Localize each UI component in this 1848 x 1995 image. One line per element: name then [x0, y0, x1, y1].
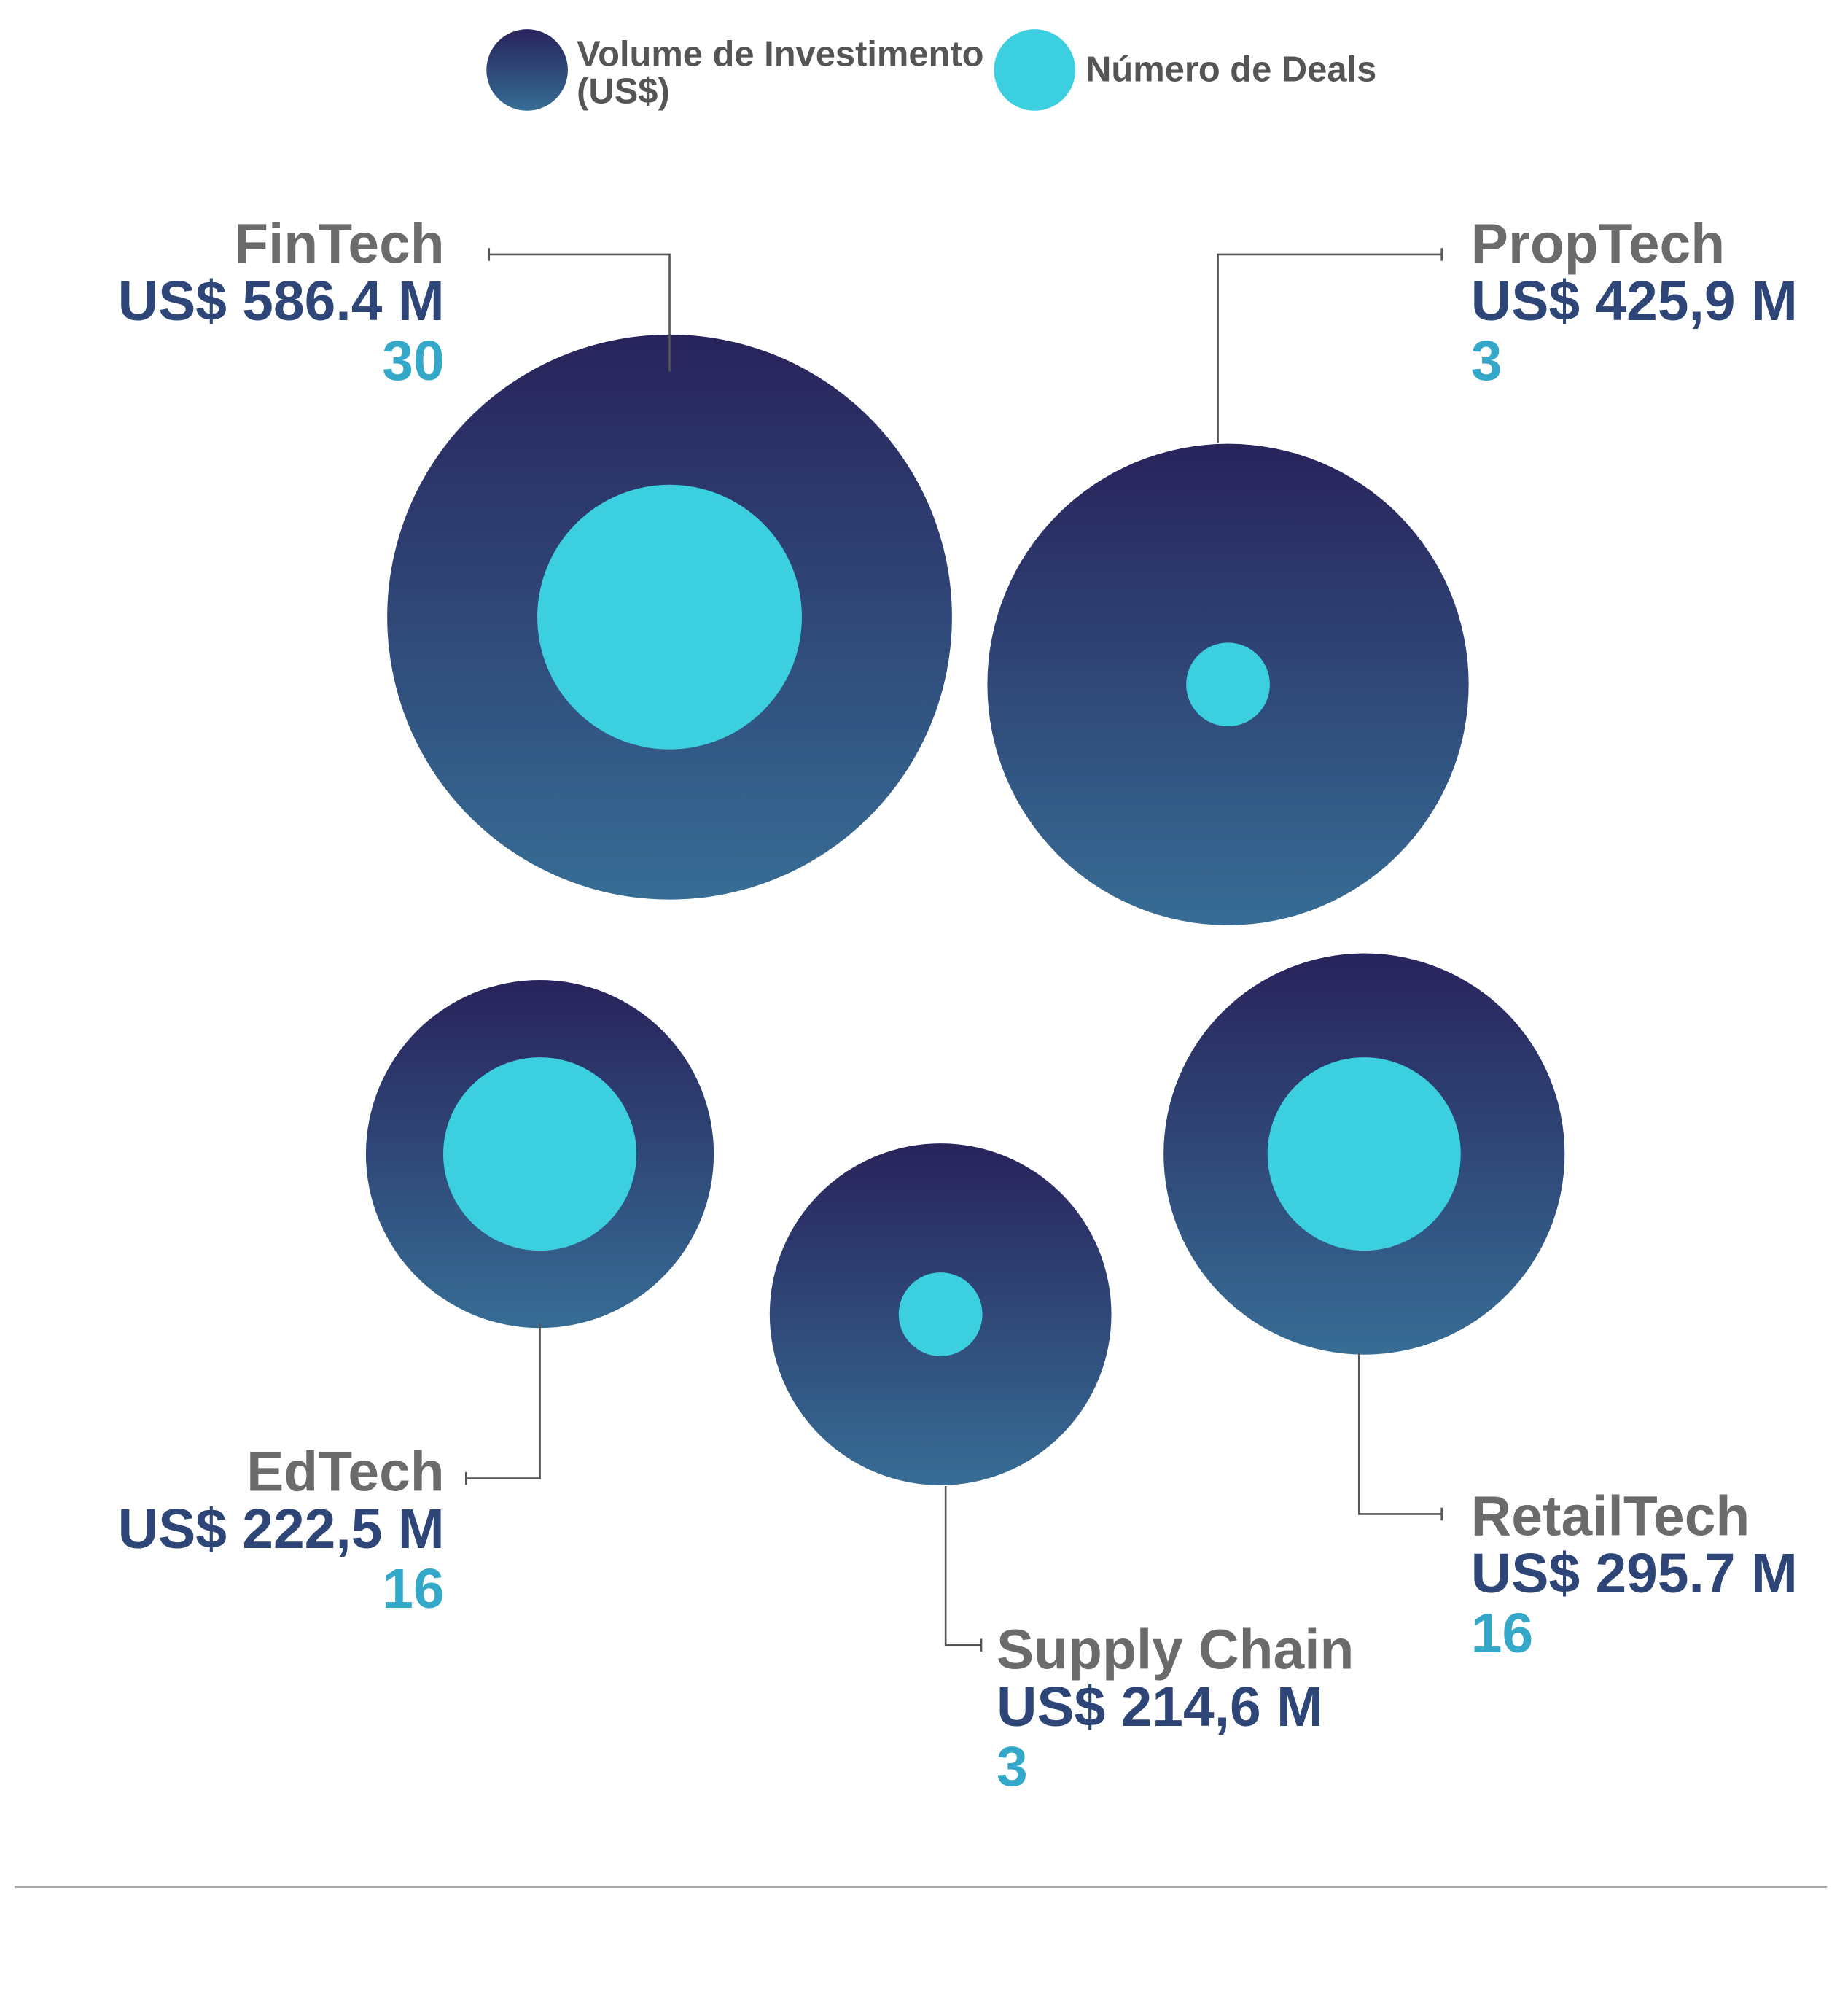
volume-label: US$ 214,6 M: [997, 1676, 1323, 1738]
leader-line: [944, 1486, 982, 1646]
leader-line: [1217, 253, 1442, 443]
legend-swatch: [994, 29, 1076, 111]
category-label: FinTech: [234, 214, 445, 276]
bubble-deals: [898, 1272, 983, 1356]
deals-label: 16: [382, 1558, 444, 1620]
deals-label: 3: [997, 1736, 1028, 1798]
category-label: RetailTech: [1471, 1485, 1750, 1547]
category-label: PropTech: [1471, 214, 1725, 276]
legend-label: Volume de Investimento (US$): [577, 35, 984, 111]
category-label: EdTech: [246, 1441, 445, 1503]
legend-swatch: [486, 29, 568, 111]
volume-label: US$ 425,9 M: [1471, 271, 1798, 332]
legend-item: Número de Deals: [1085, 50, 1377, 90]
leader-line: [488, 253, 671, 372]
bubble-deals: [1267, 1057, 1461, 1251]
deals-label: 16: [1471, 1603, 1533, 1665]
volume-label: US$ 586.4 M: [118, 271, 445, 332]
deals-label: 3: [1471, 330, 1502, 392]
bubble-deals: [1186, 642, 1270, 727]
bubble-deals: [443, 1057, 637, 1251]
leader-line: [1357, 1352, 1442, 1515]
volume-label: US$ 295.7 M: [1471, 1543, 1798, 1605]
leader-line: [466, 1323, 541, 1479]
deals-label: 30: [382, 330, 444, 392]
legend-label: Número de Deals: [1085, 50, 1377, 90]
legend-item: Volume de Investimento (US$): [577, 35, 984, 111]
category-label: Supply Chain: [997, 1619, 1354, 1681]
volume-label: US$ 222,5 M: [118, 1498, 445, 1560]
bubble-deals: [537, 484, 802, 750]
